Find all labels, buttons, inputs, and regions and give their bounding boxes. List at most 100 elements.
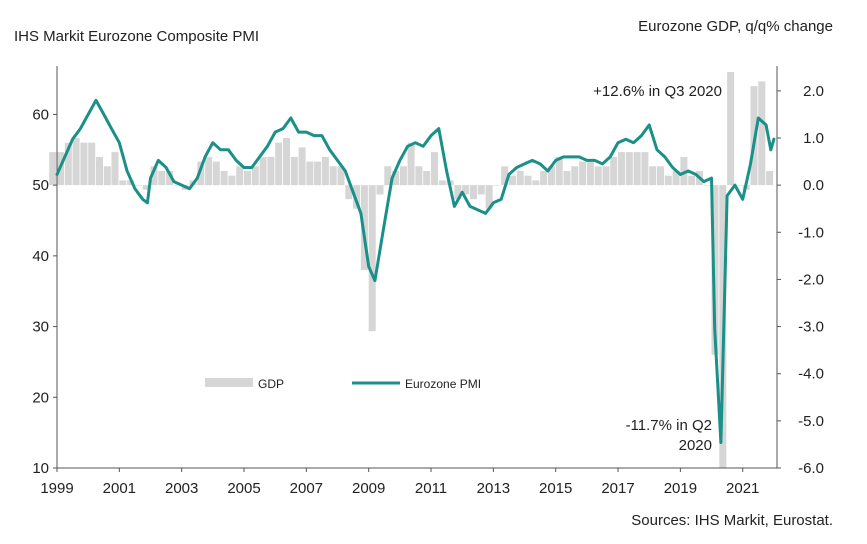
- gdp-bar: [392, 171, 400, 186]
- gdp-bar: [88, 142, 96, 186]
- x-tick-label: 2009: [352, 480, 385, 497]
- gdp-bar: [415, 166, 423, 186]
- gdp-bar: [680, 156, 688, 186]
- left-tick-label: 60: [32, 106, 49, 123]
- gdp-bar: [111, 152, 119, 186]
- gdp-bar: [734, 185, 742, 186]
- gdp-bar: [267, 156, 275, 186]
- legend: GDP Eurozone PMI: [205, 377, 481, 391]
- gdp-bar: [641, 152, 649, 186]
- x-tick-label: 2021: [726, 480, 759, 497]
- gdp-bar: [431, 152, 438, 186]
- x-tick-label: 2015: [539, 480, 572, 497]
- gdp-bar: [618, 152, 625, 186]
- gdp-bar: [158, 171, 166, 186]
- gdp-bar: [540, 171, 548, 186]
- right-axis-title: Eurozone GDP, q/q% change: [638, 18, 833, 35]
- x-tick-label: 2005: [227, 480, 260, 497]
- x-tick-label: 2011: [415, 480, 447, 497]
- left-tick-label: 20: [32, 389, 49, 406]
- gdp-bar: [664, 175, 672, 186]
- right-tick-label: 2.0: [803, 83, 824, 100]
- right-tick-label: -2.0: [798, 271, 824, 288]
- gdp-bar: [563, 171, 571, 186]
- x-tick-label: 2019: [664, 480, 697, 497]
- gdp-bar: [594, 166, 602, 186]
- gdp-bar: [657, 166, 664, 186]
- gdp-bar: [524, 175, 532, 186]
- annotation-low-line2: 2020: [679, 437, 712, 454]
- gdp-bar: [625, 152, 633, 186]
- right-tick-label: -1.0: [798, 224, 824, 241]
- gdp-bar: [345, 185, 353, 200]
- pmi-line-group: [55, 98, 776, 444]
- gdp-bar: [127, 180, 135, 186]
- gdp-bar: [236, 166, 244, 186]
- gdp-bar: [633, 152, 641, 186]
- pmi-line: [55, 98, 776, 444]
- gdp-bar: [337, 166, 345, 186]
- gdp-bar: [80, 142, 88, 186]
- right-tick-label: -4.0: [798, 366, 824, 383]
- gdp-bar: [376, 185, 384, 195]
- gdp-bar: [384, 166, 392, 186]
- gdp-bar: [462, 185, 470, 195]
- gdp-bar: [555, 156, 563, 186]
- gdp-bar: [493, 185, 501, 186]
- gdp-bar: [212, 161, 220, 186]
- gdp-bar: [423, 171, 431, 186]
- left-axis-title: IHS Markit Eurozone Composite PMI: [14, 28, 260, 45]
- gdp-bar: [470, 185, 477, 200]
- gdp-bar: [407, 142, 415, 186]
- gdp-bar: [758, 81, 766, 186]
- gdp-bar: [244, 171, 251, 186]
- right-tick-label: -3.0: [798, 319, 824, 336]
- gdp-bar: [205, 156, 213, 186]
- gdp-bar: [64, 142, 72, 186]
- gdp-bar: [259, 156, 267, 186]
- gdp-bar: [119, 180, 127, 186]
- gdp-bars: [49, 72, 774, 468]
- gdp-bar: [251, 166, 259, 186]
- x-tick-label: 2013: [477, 480, 510, 497]
- gdp-bar: [329, 166, 337, 186]
- gdp-bar: [96, 156, 103, 186]
- gdp-bar: [134, 185, 142, 186]
- gdp-bar: [142, 185, 150, 190]
- right-tick-label: 0.0: [803, 177, 824, 194]
- gdp-bar: [485, 185, 493, 209]
- gdp-bar: [571, 166, 579, 186]
- right-tick-label: 1.0: [803, 130, 824, 147]
- gdp-bar: [353, 185, 361, 209]
- gdp-bar: [283, 138, 290, 186]
- gdp-bar: [579, 161, 587, 186]
- gdp-bar: [173, 185, 181, 186]
- legend-gdp-swatch: [205, 378, 253, 387]
- gdp-bar: [197, 161, 205, 186]
- left-tick-label: 30: [32, 319, 49, 336]
- gdp-bar: [766, 171, 774, 186]
- gdp-bar: [516, 171, 524, 186]
- gdp-bar: [649, 166, 657, 186]
- gdp-bar: [602, 166, 610, 186]
- gdp-bar: [477, 185, 485, 195]
- right-tick-label: -6.0: [798, 460, 824, 477]
- gdp-bar: [150, 166, 158, 186]
- gdp-bar: [532, 180, 540, 186]
- left-tick-label: 10: [32, 460, 49, 477]
- gdp-bar: [228, 175, 236, 186]
- legend-pmi-label: Eurozone PMI: [405, 377, 481, 391]
- left-tick-label: 50: [32, 177, 49, 194]
- gdp-bar: [290, 156, 298, 186]
- gdp-bar: [610, 156, 618, 186]
- gdp-bar: [438, 180, 446, 186]
- gdp-bar: [103, 166, 111, 186]
- gdp-bar: [166, 171, 174, 186]
- gdp-bar: [49, 152, 57, 186]
- axes: 10 20 30 40 50 60 -6.0 -5.0 -4.0 -3.0 -2.0 -1.0 0.0 1…: [32, 66, 824, 497]
- gdp-bar: [727, 72, 735, 186]
- gdp-bar: [688, 175, 696, 186]
- x-tick-label: 1999: [40, 480, 73, 497]
- gdp-bar: [586, 161, 594, 186]
